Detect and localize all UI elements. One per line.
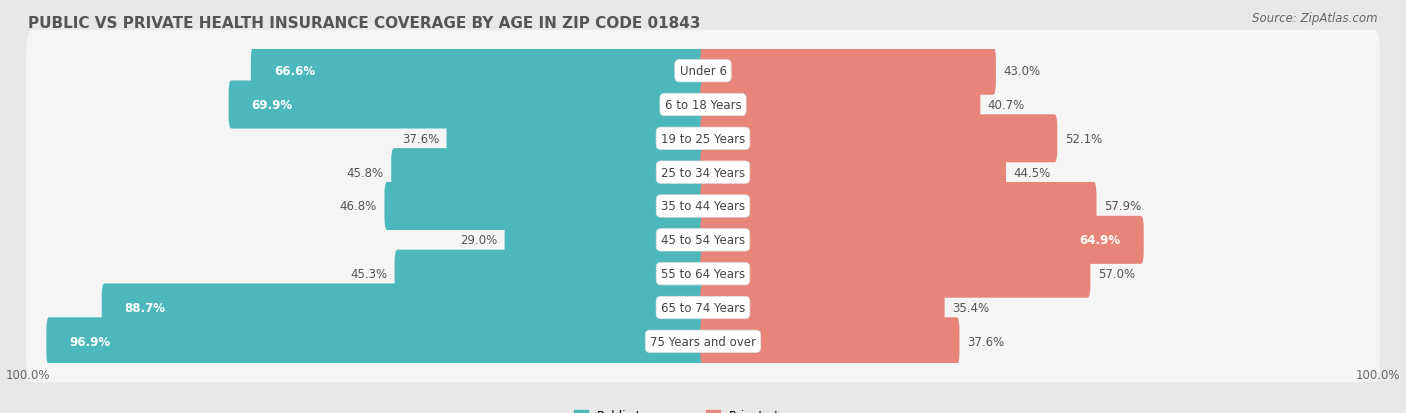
FancyBboxPatch shape: [391, 149, 706, 197]
FancyBboxPatch shape: [505, 216, 706, 264]
Text: 75 Years and over: 75 Years and over: [650, 335, 756, 348]
Text: 40.7%: 40.7%: [988, 99, 1025, 112]
Text: 35.4%: 35.4%: [952, 301, 990, 314]
Text: 88.7%: 88.7%: [125, 301, 166, 314]
Text: 57.0%: 57.0%: [1098, 268, 1135, 280]
Text: 19 to 25 Years: 19 to 25 Years: [661, 133, 745, 145]
FancyBboxPatch shape: [384, 183, 706, 230]
Text: 96.9%: 96.9%: [69, 335, 111, 348]
FancyBboxPatch shape: [447, 115, 706, 163]
FancyBboxPatch shape: [101, 284, 706, 332]
FancyBboxPatch shape: [700, 47, 995, 95]
Text: 6 to 18 Years: 6 to 18 Years: [665, 99, 741, 112]
Text: Source: ZipAtlas.com: Source: ZipAtlas.com: [1253, 12, 1378, 25]
FancyBboxPatch shape: [27, 233, 1379, 315]
FancyBboxPatch shape: [27, 132, 1379, 214]
Text: 65 to 74 Years: 65 to 74 Years: [661, 301, 745, 314]
Text: 44.5%: 44.5%: [1014, 166, 1050, 179]
Text: Under 6: Under 6: [679, 65, 727, 78]
Text: 57.9%: 57.9%: [1104, 200, 1142, 213]
Text: PUBLIC VS PRIVATE HEALTH INSURANCE COVERAGE BY AGE IN ZIP CODE 01843: PUBLIC VS PRIVATE HEALTH INSURANCE COVER…: [28, 16, 700, 31]
FancyBboxPatch shape: [27, 98, 1379, 180]
Text: 37.6%: 37.6%: [967, 335, 1004, 348]
FancyBboxPatch shape: [395, 250, 706, 298]
Text: 35 to 44 Years: 35 to 44 Years: [661, 200, 745, 213]
Text: 45.8%: 45.8%: [347, 166, 384, 179]
FancyBboxPatch shape: [700, 318, 959, 366]
Text: 64.9%: 64.9%: [1080, 234, 1121, 247]
Legend: Public Insurance, Private Insurance: Public Insurance, Private Insurance: [569, 404, 837, 413]
Text: 37.6%: 37.6%: [402, 133, 439, 145]
FancyBboxPatch shape: [27, 199, 1379, 281]
Text: 46.8%: 46.8%: [340, 200, 377, 213]
FancyBboxPatch shape: [700, 81, 980, 129]
FancyBboxPatch shape: [700, 115, 1057, 163]
Text: 45 to 54 Years: 45 to 54 Years: [661, 234, 745, 247]
FancyBboxPatch shape: [229, 81, 706, 129]
FancyBboxPatch shape: [700, 284, 945, 332]
FancyBboxPatch shape: [27, 166, 1379, 247]
FancyBboxPatch shape: [27, 301, 1379, 382]
Text: 69.9%: 69.9%: [252, 99, 292, 112]
FancyBboxPatch shape: [46, 318, 706, 366]
Text: 52.1%: 52.1%: [1064, 133, 1102, 145]
FancyBboxPatch shape: [700, 250, 1091, 298]
FancyBboxPatch shape: [27, 31, 1379, 112]
Text: 55 to 64 Years: 55 to 64 Years: [661, 268, 745, 280]
Text: 43.0%: 43.0%: [1004, 65, 1040, 78]
FancyBboxPatch shape: [700, 183, 1097, 230]
Text: 29.0%: 29.0%: [460, 234, 498, 247]
Text: 45.3%: 45.3%: [350, 268, 387, 280]
FancyBboxPatch shape: [700, 149, 1007, 197]
FancyBboxPatch shape: [27, 64, 1379, 146]
Text: 66.6%: 66.6%: [274, 65, 315, 78]
FancyBboxPatch shape: [250, 47, 706, 95]
FancyBboxPatch shape: [700, 216, 1143, 264]
FancyBboxPatch shape: [27, 267, 1379, 349]
Text: 25 to 34 Years: 25 to 34 Years: [661, 166, 745, 179]
